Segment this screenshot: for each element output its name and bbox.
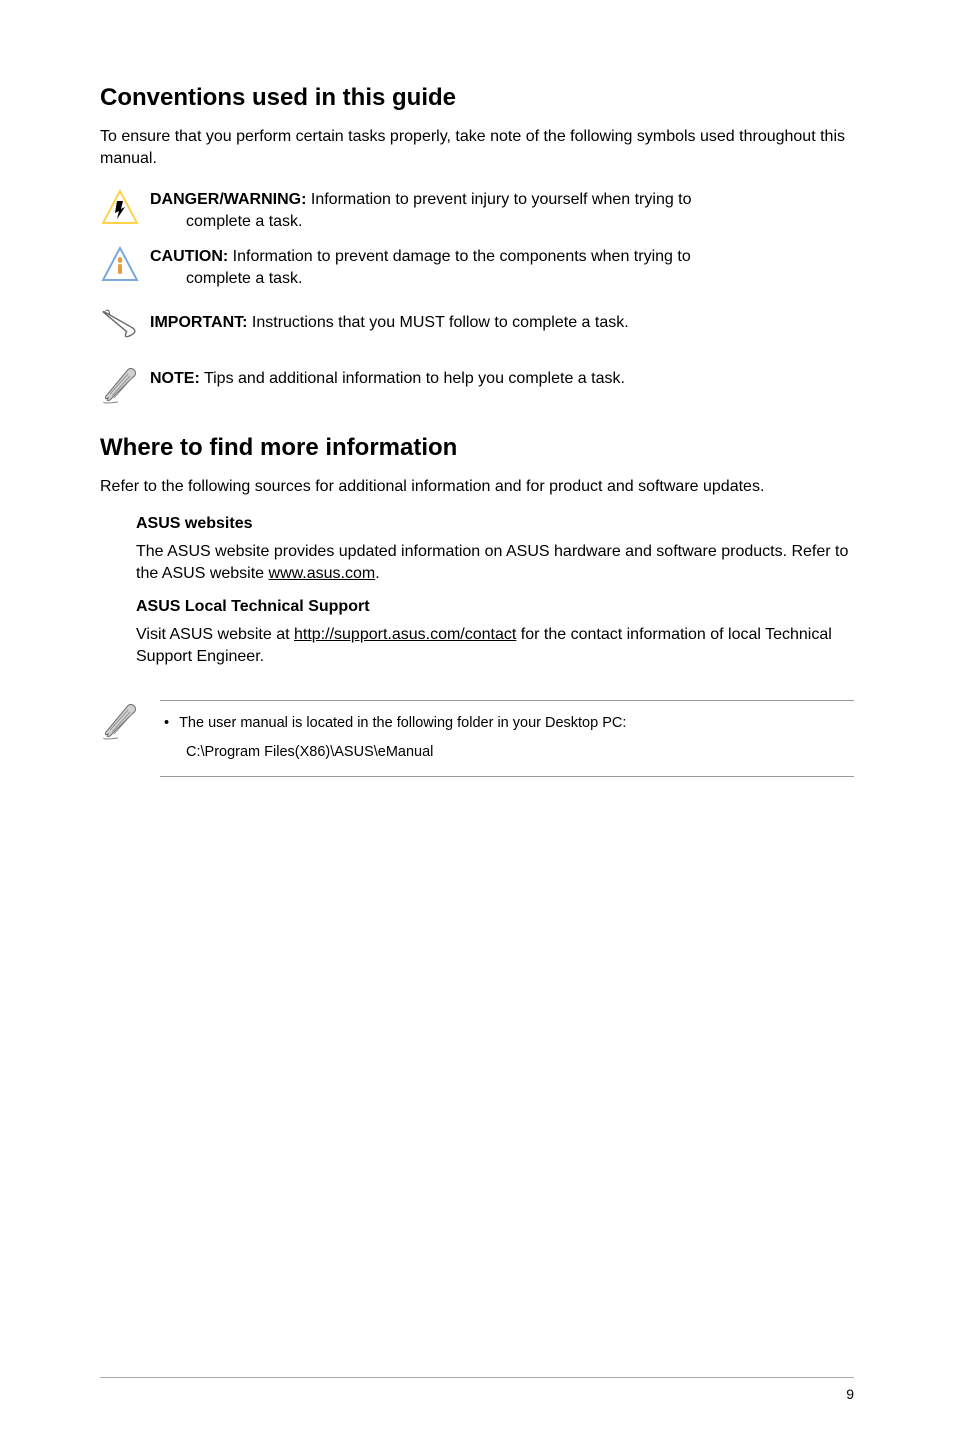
asus-web-pre: The ASUS website provides updated inform… — [136, 543, 848, 582]
asus-support-link[interactable]: http://support.asus.com/contact — [294, 626, 516, 643]
page-number: 9 — [846, 1386, 854, 1402]
section-title-conventions: Conventions used in this guide — [100, 84, 854, 112]
section-title-where: Where to find more information — [100, 434, 854, 462]
emanual-line2: C:\Program Files(X86)\ASUS\eManual — [164, 742, 850, 764]
danger-label: DANGER/WARNING: — [150, 191, 311, 208]
asus-support-block: ASUS Local Technical Support Visit ASUS … — [100, 598, 854, 667]
asus-websites-block: ASUS websites The ASUS website provides … — [100, 515, 854, 584]
asus-web-post: . — [375, 565, 379, 582]
notice-note: NOTE: Tips and additional information to… — [100, 364, 854, 404]
pencil-icon — [100, 700, 140, 740]
asus-support-pre: Visit ASUS website at — [136, 626, 294, 643]
section-intro-where: Refer to the following sources for addit… — [100, 476, 854, 498]
danger-body-cont: complete a task. — [150, 211, 854, 233]
caution-body-cont: complete a task. — [150, 268, 854, 290]
note-icon — [100, 364, 140, 404]
caution-label: CAUTION: — [150, 248, 228, 265]
notice-caution: CAUTION: Information to prevent damage t… — [100, 244, 854, 289]
danger-body-inline: Information to prevent injury to yoursel… — [311, 191, 692, 208]
bullet-dot: • — [164, 713, 169, 735]
caution-body-inline: Information to prevent damage to the com… — [228, 248, 691, 265]
asus-websites-heading: ASUS websites — [136, 515, 854, 533]
asus-support-heading: ASUS Local Technical Support — [136, 598, 854, 616]
caution-icon — [100, 244, 140, 284]
danger-icon — [100, 187, 140, 227]
asus-web-link[interactable]: www.asus.com — [269, 565, 376, 582]
notice-note-text: NOTE: Tips and additional information to… — [150, 364, 854, 390]
asus-websites-body: The ASUS website provides updated inform… — [136, 541, 854, 584]
notice-danger: DANGER/WARNING: Information to prevent i… — [100, 187, 854, 232]
notice-important-text: IMPORTANT: Instructions that you MUST fo… — [150, 304, 854, 334]
notice-danger-text: DANGER/WARNING: Information to prevent i… — [150, 187, 854, 232]
important-body-inline: Instructions that you MUST follow to com… — [247, 314, 628, 331]
important-icon — [100, 304, 140, 344]
section-intro-conventions: To ensure that you perform certain tasks… — [100, 126, 854, 169]
important-label: IMPORTANT: — [150, 314, 247, 331]
note-body-inline: Tips and additional information to help … — [200, 370, 625, 387]
notice-important: IMPORTANT: Instructions that you MUST fo… — [100, 304, 854, 344]
emanual-note-content: • The user manual is located in the foll… — [160, 700, 854, 778]
emanual-note-box: • The user manual is located in the foll… — [100, 700, 854, 778]
note-label: NOTE: — [150, 370, 200, 387]
asus-support-body: Visit ASUS website at http://support.asu… — [136, 624, 854, 667]
footer-divider — [100, 1377, 854, 1378]
emanual-line1: The user manual is located in the follow… — [179, 713, 626, 735]
notice-caution-text: CAUTION: Information to prevent damage t… — [150, 244, 854, 289]
